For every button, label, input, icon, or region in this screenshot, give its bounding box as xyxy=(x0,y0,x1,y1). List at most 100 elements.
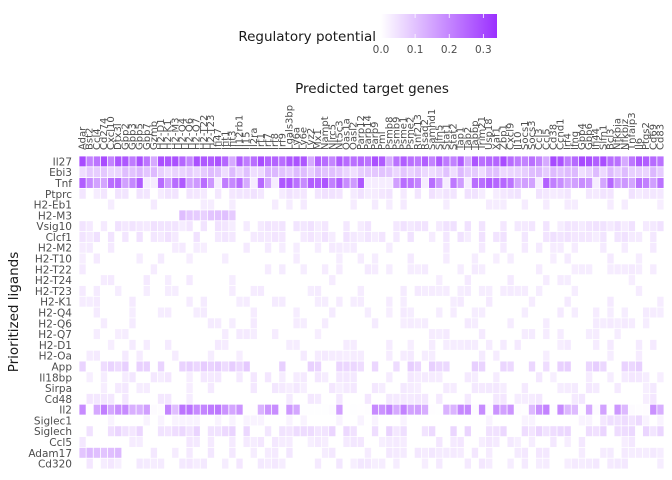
heatmap-cell xyxy=(585,458,593,469)
y-axis-title: Prioritized ligands xyxy=(6,252,22,373)
heatmap-cell xyxy=(393,361,400,372)
heatmap-cell xyxy=(207,426,215,437)
heatmap-cell xyxy=(329,231,336,242)
heatmap-cell xyxy=(321,404,329,415)
heatmap-cell xyxy=(350,361,357,372)
heatmap-cell xyxy=(628,167,636,178)
heatmap-cell xyxy=(364,156,372,167)
y-tick-label: H2-T10 xyxy=(35,254,72,266)
heatmap-cell xyxy=(336,404,343,415)
heatmap-cell xyxy=(657,458,664,469)
heatmap-cell xyxy=(557,177,564,188)
heatmap-cell xyxy=(535,264,543,275)
heatmap-cell xyxy=(428,404,436,415)
heatmap-cell xyxy=(193,426,200,437)
heatmap-cell xyxy=(428,329,436,340)
heatmap-cell xyxy=(443,253,450,264)
heatmap-cell xyxy=(471,253,479,264)
heatmap-cell xyxy=(486,383,493,394)
heatmap-cell xyxy=(428,285,436,296)
heatmap-cell xyxy=(229,415,236,426)
heatmap-cell xyxy=(457,231,464,242)
heatmap-cell xyxy=(79,231,86,242)
heatmap-cell xyxy=(150,447,158,458)
heatmap-cell xyxy=(621,221,628,232)
heatmap-cell xyxy=(136,177,143,188)
heatmap-cell xyxy=(371,404,379,415)
heatmap-cell xyxy=(243,156,250,167)
heatmap-cell xyxy=(229,285,236,296)
heatmap-cell xyxy=(650,339,657,350)
heatmap-cell xyxy=(186,393,193,404)
heatmap-cell xyxy=(507,275,514,286)
heatmap-cell xyxy=(478,404,486,415)
heatmap-cell xyxy=(243,188,250,199)
heatmap-cell xyxy=(621,437,628,448)
heatmap-cell xyxy=(143,415,150,426)
heatmap-cell xyxy=(107,199,115,210)
heatmap-cell xyxy=(300,177,307,188)
heatmap-cell xyxy=(557,156,564,167)
x-tick-label: H2-T23 xyxy=(206,115,217,150)
heatmap-cell xyxy=(643,404,650,415)
heatmap-cell xyxy=(571,199,578,210)
heatmap-cell xyxy=(628,318,636,329)
heatmap-cell xyxy=(300,199,307,210)
x-tick-label: Bcl3 xyxy=(605,129,616,151)
heatmap-cell xyxy=(115,383,122,394)
heatmap-cell xyxy=(421,285,429,296)
heatmap-cell xyxy=(357,404,364,415)
heatmap-cell xyxy=(207,156,215,167)
heatmap-cell xyxy=(386,296,393,307)
heatmap-cell xyxy=(179,458,186,469)
heatmap-cell xyxy=(400,415,407,426)
heatmap-cell xyxy=(371,253,379,264)
heatmap-cell xyxy=(521,329,529,340)
heatmap-cell xyxy=(200,167,208,178)
heatmap-cell xyxy=(100,361,108,372)
heatmap-cell xyxy=(115,188,122,199)
heatmap-cell xyxy=(493,156,500,167)
heatmap-cell xyxy=(157,393,165,404)
heatmap-cell xyxy=(115,156,122,167)
heatmap-cell xyxy=(300,404,307,415)
heatmap-cell xyxy=(443,188,450,199)
heatmap-cell xyxy=(272,447,279,458)
heatmap-cell xyxy=(214,318,222,329)
heatmap-cell xyxy=(521,231,529,242)
heatmap-cell xyxy=(122,221,129,232)
heatmap-cell xyxy=(657,404,664,415)
heatmap-cell xyxy=(493,393,500,404)
y-tick-label: Il18bp xyxy=(39,372,72,384)
heatmap-cell xyxy=(428,350,436,361)
heatmap-cell xyxy=(343,231,350,242)
x-tick-label: Cxcl9 xyxy=(506,123,517,150)
heatmap-cell xyxy=(578,393,586,404)
heatmap-cell xyxy=(628,415,636,426)
heatmap-cell xyxy=(400,156,407,167)
heatmap-cell xyxy=(507,253,514,264)
x-tick-label: Ifit3 xyxy=(227,130,238,150)
heatmap-cell xyxy=(571,242,578,253)
heatmap-cell xyxy=(300,372,307,383)
y-tick-label: Cd320 xyxy=(38,459,72,471)
heatmap-cell xyxy=(264,372,272,383)
heatmap-cell xyxy=(165,221,172,232)
heatmap-cell xyxy=(264,156,272,167)
heatmap-cell xyxy=(186,188,193,199)
heatmap-cell xyxy=(500,361,507,372)
heatmap-cell xyxy=(478,177,486,188)
heatmap-cell xyxy=(407,393,414,404)
heatmap-cell xyxy=(86,458,93,469)
heatmap-cell xyxy=(628,372,636,383)
heatmap-cell xyxy=(428,372,436,383)
heatmap-cell xyxy=(214,415,222,426)
heatmap-cell xyxy=(172,156,179,167)
heatmap-cell xyxy=(222,177,229,188)
heatmap-cell xyxy=(635,156,643,167)
heatmap-cell xyxy=(136,253,143,264)
heatmap-cell xyxy=(321,221,329,232)
heatmap-cell xyxy=(122,426,129,437)
heatmap-cell xyxy=(115,447,122,458)
heatmap-cell xyxy=(279,231,286,242)
